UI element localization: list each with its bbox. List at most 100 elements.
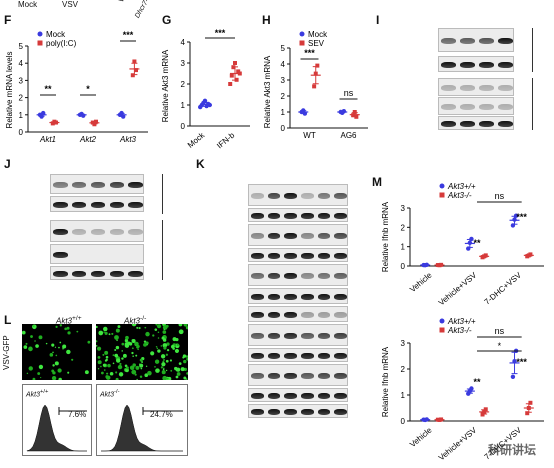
gfp-spot	[174, 366, 178, 371]
gfp-spot	[58, 346, 60, 349]
sig-label: **	[473, 238, 481, 248]
gfp-spot	[112, 354, 115, 357]
gfp-spot	[100, 365, 102, 368]
l-vsvgfp-label: VSV-GFP	[2, 335, 11, 370]
gfp-spot	[114, 349, 117, 352]
gfp-spot	[161, 362, 166, 367]
gfp-spot	[152, 334, 155, 337]
gfp-spot	[156, 347, 159, 350]
gfp-spot	[160, 366, 164, 369]
gfp-spot	[87, 340, 91, 344]
gfp-spot	[40, 376, 42, 379]
blot-band	[334, 294, 347, 300]
l-ko-label: Akt3-/-	[124, 315, 147, 326]
gfp-spot	[131, 324, 137, 327]
y-tick-label: 3	[281, 76, 286, 85]
y-tick-label: 4	[281, 60, 286, 69]
blot-band	[128, 202, 143, 208]
gfp-spot	[145, 341, 149, 345]
sig-label: ***	[215, 28, 226, 38]
blot-band	[72, 202, 87, 208]
blot-band	[267, 193, 281, 199]
gfp-spot	[125, 368, 129, 373]
gfp-spot	[51, 343, 55, 347]
i-lysate-bracket	[532, 78, 533, 130]
blot-band	[317, 193, 331, 199]
top-vsv-label: VSV	[62, 0, 79, 9]
panel-k	[196, 150, 368, 465]
blot-band	[267, 233, 281, 239]
gfp-spot	[141, 361, 144, 363]
sig-label: **	[473, 377, 481, 387]
gfp-spot	[131, 351, 134, 355]
data-point	[528, 252, 533, 257]
y-tick-label: 1	[281, 108, 286, 117]
gfp-spot	[54, 346, 57, 348]
gfp-spot	[45, 342, 48, 345]
gfp-spot	[163, 346, 167, 350]
top-ko-label: Dhcr7-cKO	[134, 0, 158, 20]
l-flow-ko-svg	[101, 404, 183, 452]
gfp-spot	[121, 357, 124, 360]
gfp-spot	[109, 371, 114, 376]
blot-band	[317, 353, 331, 359]
data-point	[228, 82, 233, 86]
gfp-spot	[162, 330, 167, 334]
blot-band	[441, 38, 456, 44]
blot-band	[251, 373, 264, 379]
blot-band	[301, 373, 314, 379]
gfp-spot	[114, 353, 119, 358]
y-tick-label: 3	[181, 59, 186, 68]
j-lysate-bracket	[162, 220, 163, 280]
sig-label: ns	[495, 191, 505, 201]
i-blot-3	[438, 97, 514, 115]
gfp-spot	[62, 344, 67, 349]
panel-h-chart: 0 1 2 3 4 5 WT AG6 Relative Akt3 mRNA Mock SEV *** n…	[262, 26, 374, 154]
gfp-spot	[105, 375, 109, 379]
blot-band	[109, 182, 124, 188]
gfp-spot	[183, 324, 188, 327]
gfp-spot	[138, 326, 141, 330]
gfp-spot	[62, 347, 64, 350]
blot-band	[334, 393, 347, 399]
gfp-spot	[147, 370, 152, 376]
g-ylabel: Relative Akt3 mRNA	[161, 49, 170, 122]
panel-f-letter: F	[4, 13, 12, 27]
panel-h-letter: H	[262, 13, 271, 27]
gfp-spot	[162, 375, 167, 380]
gfp-spot	[121, 350, 123, 352]
gfp-spot	[155, 345, 158, 348]
gfp-spot	[121, 342, 125, 346]
x-tick-label: 7-DHC+VSV	[483, 270, 524, 306]
gfp-spot	[115, 358, 121, 363]
y-tick-label: 5	[281, 44, 286, 53]
gfp-spot	[155, 368, 160, 373]
data-point	[134, 68, 138, 73]
y-tick-label: 1	[401, 391, 406, 400]
i-blot-1	[438, 56, 514, 72]
data-point	[483, 407, 488, 412]
gfp-spot	[137, 348, 139, 351]
data-point	[132, 59, 137, 64]
gfp-spot	[34, 340, 36, 342]
gfp-spot	[131, 369, 137, 375]
gfp-spot	[28, 366, 33, 371]
l-wt-label: Akt3+/+	[56, 315, 82, 326]
gfp-spot	[162, 343, 168, 348]
gfp-spot	[99, 331, 103, 334]
blot-band	[301, 273, 314, 279]
gfp-spot	[117, 364, 123, 370]
x-tick-label: WT	[303, 131, 316, 140]
blot-band	[317, 233, 331, 239]
gfp-spot	[154, 328, 158, 331]
data-point	[237, 71, 242, 76]
k-blot-8	[248, 348, 348, 362]
panel-f-svg: 0 1 2 3 4 5 Akt1 Akt2 Akt3 Relative mRNA levels Mo…	[5, 30, 148, 144]
gfp-spot	[58, 377, 62, 380]
gfp-spot	[104, 350, 109, 355]
k-blot-0	[248, 184, 348, 206]
gfp-spot	[154, 366, 156, 368]
y-tick-label: 4	[181, 38, 186, 47]
gfp-spot	[122, 353, 127, 358]
